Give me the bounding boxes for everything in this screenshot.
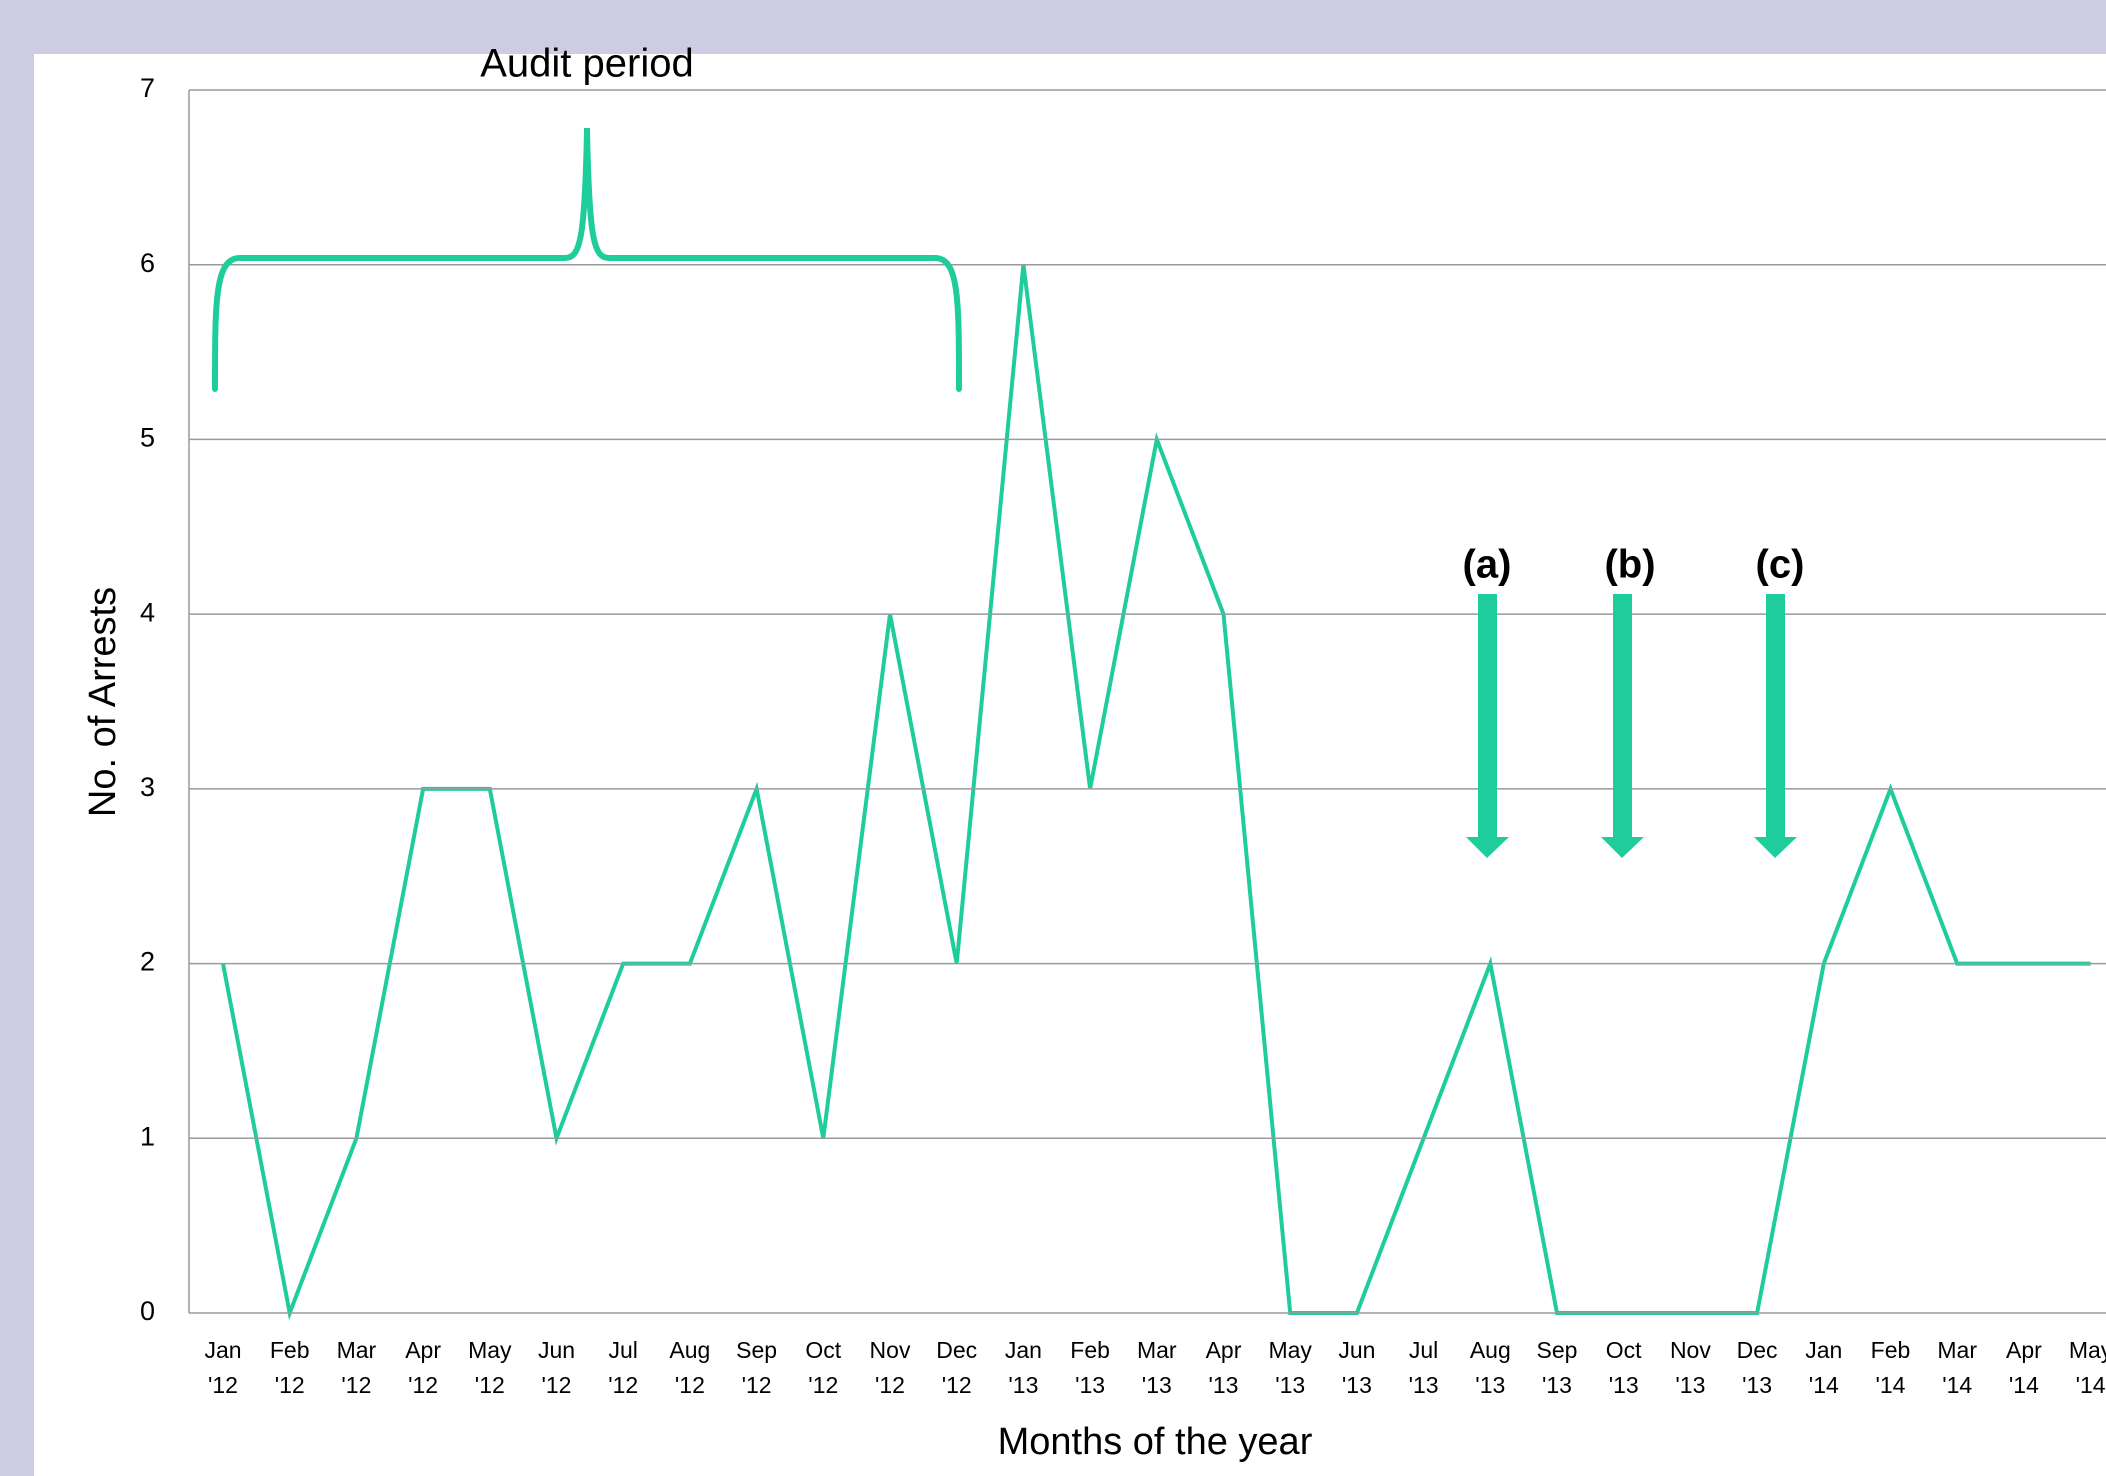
- y-tick-label: 2: [140, 947, 155, 977]
- x-tick-label: Dec '12: [936, 1337, 977, 1398]
- y-tick-label: 6: [140, 248, 155, 278]
- x-tick-label: Apr '14: [2006, 1337, 2042, 1398]
- x-tick-label: May'14: [2069, 1337, 2106, 1398]
- x-tick-label: Nov '12: [870, 1337, 911, 1398]
- arrow-head: [1601, 837, 1644, 858]
- grid: [188, 89, 2106, 1314]
- arrow: (b): [1601, 543, 1656, 858]
- arrow-head: [1754, 837, 1797, 858]
- arrow-shaft: [1478, 594, 1497, 840]
- annotation: (c): [1756, 543, 1805, 587]
- x-tick-label: Feb '13: [1070, 1337, 1110, 1398]
- x-tick-label: Mar '14: [1937, 1337, 1977, 1398]
- x-tick-label: Jan '14: [1805, 1337, 1842, 1398]
- x-tick-label: May '13: [1268, 1337, 1312, 1398]
- y-tick-label: 7: [140, 73, 155, 103]
- x-tick-label: Jun '13: [1338, 1337, 1375, 1398]
- y-tick-label: 4: [140, 597, 155, 627]
- arrow: (c): [1754, 543, 1804, 858]
- arrow-shaft: [1766, 594, 1785, 840]
- x-tick-label: Sep '12: [736, 1337, 777, 1398]
- x-tick-label: Sep '13: [1537, 1337, 1578, 1398]
- arrow-head: [1466, 837, 1509, 858]
- annotation: (b): [1604, 543, 1655, 587]
- x-tick-label: Aug '12: [669, 1337, 710, 1398]
- annotation: (a): [1463, 543, 1512, 587]
- x-tick-label: Jan '13: [1005, 1337, 1042, 1398]
- x-tick-label: Apr '13: [1206, 1337, 1242, 1398]
- x-tick-label: Jun '12: [538, 1337, 575, 1398]
- x-axis-title: Months of the year: [998, 1421, 1313, 1463]
- x-tick-label: Jan '12: [204, 1337, 241, 1398]
- x-tick-label: Mar '13: [1137, 1337, 1177, 1398]
- x-tick-label: Nov '13: [1670, 1337, 1711, 1398]
- x-tick-label: Mar '12: [337, 1337, 377, 1398]
- audit-brace: [212, 127, 962, 392]
- arrow: (a): [1463, 543, 1512, 858]
- x-tick-label: Oct '13: [1606, 1337, 1642, 1398]
- y-tick-label: 3: [140, 772, 155, 802]
- y-axis-title: No. of Arrests: [82, 587, 124, 817]
- x-tick-label: Jul '13: [1409, 1337, 1439, 1398]
- x-tick-label: Apr '12: [405, 1337, 441, 1398]
- x-tick-label: Feb '12: [270, 1337, 310, 1398]
- y-tick-label: 1: [140, 1121, 155, 1151]
- y-tick-label: 5: [140, 423, 155, 453]
- x-tick-label: Oct '12: [805, 1337, 841, 1398]
- x-tick-label: Feb '14: [1871, 1337, 1911, 1398]
- x-tick-label: Aug '13: [1470, 1337, 1511, 1398]
- x-tick-label: Jul '12: [608, 1337, 638, 1398]
- x-tick-label: May '12: [468, 1337, 512, 1398]
- x-tick-label: Dec '13: [1737, 1337, 1778, 1398]
- annotation: Audit period: [480, 42, 693, 86]
- chart-panel: [34, 54, 2106, 1476]
- y-tick-label: 0: [140, 1296, 155, 1326]
- axis: 0 1 2 3 4 5 6 7 Jan '12 Feb '12 Mar '12 Apr '12 May '12 Ju…: [140, 73, 2106, 1398]
- arrow-shaft: [1613, 594, 1632, 840]
